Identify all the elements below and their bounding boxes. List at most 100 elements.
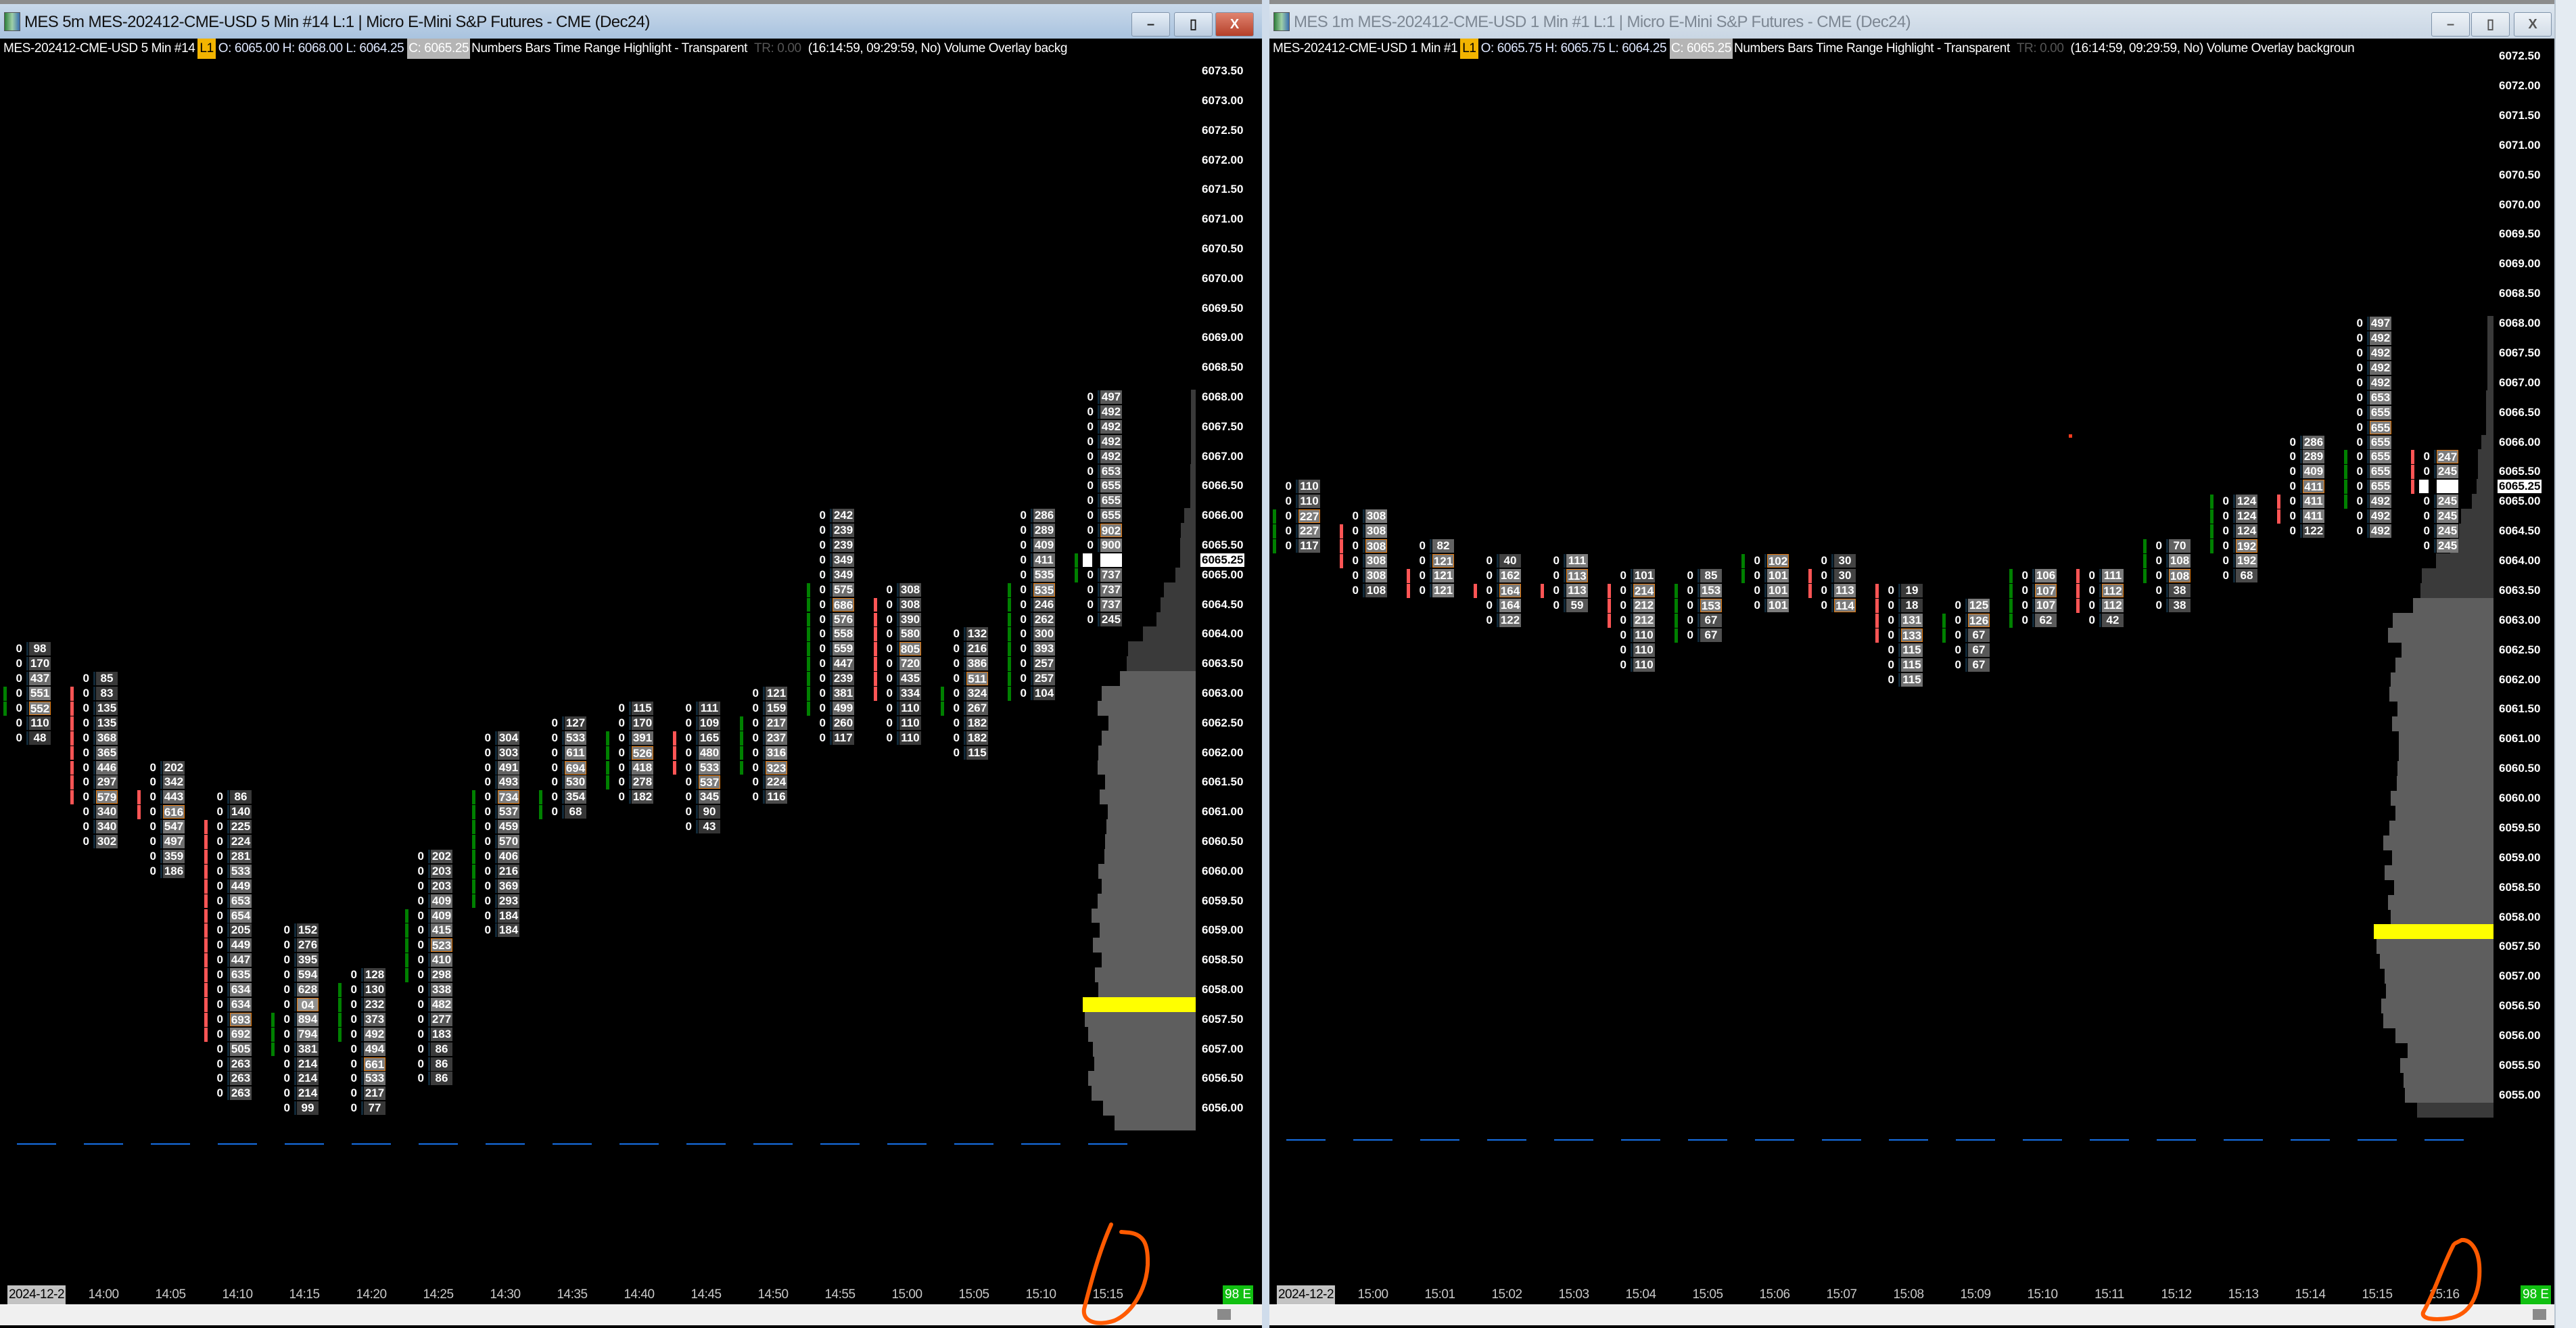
bid-volume: 0 [886,597,893,611]
window-titlebar[interactable]: MES 5m MES-202412-CME-USD 5 Min #14 L:1 … [0,0,1262,39]
close-button[interactable]: X [1215,12,1254,37]
bid-volume: 0 [1285,509,1292,523]
cell-divider [294,1057,296,1071]
volume-cell: 406 [498,849,519,863]
dashed-level-line [820,1143,860,1145]
volume-cell: 286 [1033,509,1055,523]
price-axis-label: 6062.00 [2499,672,2541,686]
cell-divider [294,968,296,982]
profile-bar [1102,878,1196,894]
cell-divider [1363,539,1365,553]
bid-volume: 0 [484,790,491,804]
profile-bar [1103,1101,1196,1116]
profile-bar [1190,493,1196,509]
cell-divider [1363,568,1365,582]
bid-volume: 0 [886,731,893,744]
minimize-button[interactable]: – [2431,12,2470,37]
volume-cell: 653 [1100,464,1122,478]
down-candle-body [1608,583,1611,598]
bid-volume: 0 [16,731,22,744]
volume-cell: 349 [833,568,854,582]
bid-volume: 0 [216,1057,223,1070]
down-candle-body [1407,568,1410,583]
cell-divider [160,849,162,863]
bid-volume: 0 [1821,554,1827,567]
volume-cell: 159 [766,701,787,715]
maximize-button[interactable]: ▯ [1174,12,1213,37]
cell-divider [696,820,698,834]
cell-divider [2233,539,2235,553]
window-scrollbar[interactable] [2554,0,2576,1328]
volume-cell: 492 [1100,449,1122,463]
volume-cell: 86 [431,1042,452,1056]
bid-volume: 0 [2356,331,2363,344]
price-axis-label: 6058.00 [1202,983,1244,996]
profile-bar [1161,597,1196,612]
profile-bar [1106,819,1196,835]
volume-cell: 499 [833,701,854,715]
bid-volume: 0 [685,760,692,774]
cell-divider [495,923,497,938]
down-candle-body [1407,583,1410,598]
volume-cell: 559 [833,642,854,656]
cell-divider [1631,568,1633,582]
bid-volume: 0 [1888,672,1894,686]
volume-cell: 547 [163,820,185,834]
volume-cell: 242 [833,509,854,523]
cell-divider [629,716,631,730]
bid-volume: 0 [417,923,424,937]
price-axis-label: 6069.00 [1202,331,1244,344]
close-button[interactable]: X [2514,12,2552,37]
bid-volume: 0 [886,612,893,626]
bid-volume: 0 [216,1042,223,1055]
bid-volume: 0 [283,938,290,952]
window-titlebar[interactable]: MES 1m MES-202412-CME-USD 1 Min #1 L:1 |… [1269,0,2554,39]
cell-divider [696,716,698,730]
price-axis-label: 6062.50 [2499,643,2541,656]
volume-cell: 115 [632,701,653,715]
profile-bar [1093,938,1196,953]
time-axis-label: 14:00 [88,1287,119,1302]
volume-cell: 127 [565,716,586,730]
cell-divider [1031,597,1033,612]
up-candle-body [1008,657,1011,672]
cell-divider [1764,583,1766,597]
up-candle-body [472,894,475,909]
maximize-button[interactable]: ▯ [2471,12,2510,37]
bid-volume: 0 [350,968,357,982]
profile-bar [2487,316,2493,331]
minimize-button[interactable]: – [1131,12,1170,37]
up-candle-body [1741,568,1745,583]
cell-divider [1898,628,1900,642]
volume-cell: 533 [230,864,252,878]
cell-divider [562,731,564,745]
down-candle-body [204,864,208,879]
profile-bar [1120,671,1196,687]
profile-bar [2390,791,2493,806]
up-candle-body [2009,613,2013,628]
cell-divider [2166,554,2168,568]
bid-volume: 0 [1954,598,1961,612]
cell-divider [629,731,631,745]
down-candle-body [204,879,208,894]
bid-volume: 0 [216,879,223,892]
up-candle-body [807,627,810,642]
bid-volume: 0 [752,790,759,804]
cell-divider [495,760,497,775]
bid-volume: 0 [417,894,424,907]
cell-divider [1697,613,1700,627]
bid-volume: 0 [886,657,893,670]
cell-divider [696,760,698,775]
bid-volume: 0 [551,790,558,804]
cell-divider [1098,390,1100,404]
cell-divider [361,1012,363,1026]
cell-divider [2233,554,2235,568]
scroll-thumb[interactable] [1217,1309,1231,1320]
cell-divider [495,835,497,848]
bid-volume: 0 [953,701,960,714]
cell-divider [964,672,966,686]
bid-volume: 0 [350,1012,357,1026]
cell-divider [495,820,497,834]
poc-volume-cell: 114 [1834,598,1856,612]
poc-volume-cell: 694 [565,760,586,775]
